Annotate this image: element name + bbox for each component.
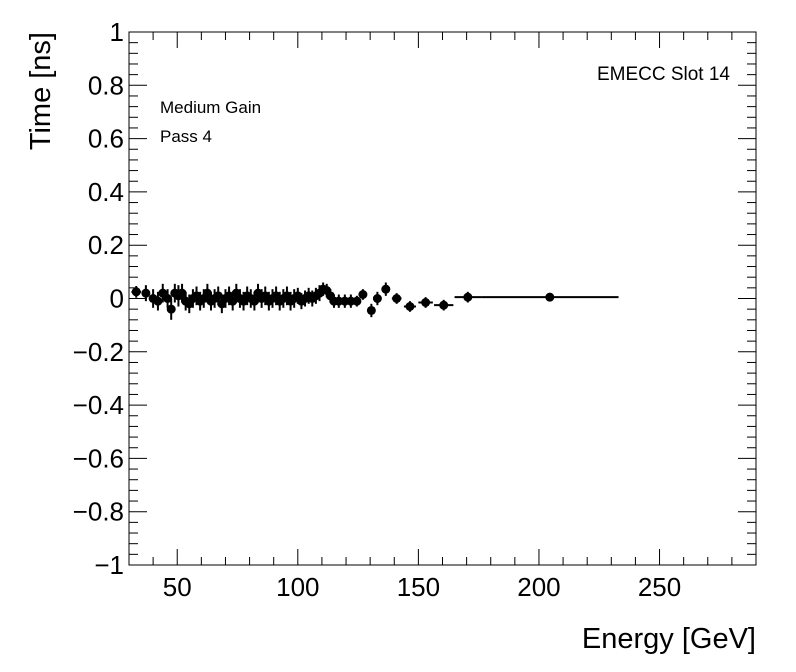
y-tick-label: −0.8 xyxy=(73,497,124,527)
point-marker xyxy=(421,297,431,307)
data-point xyxy=(358,289,368,300)
y-tick-label: 0.4 xyxy=(88,177,124,207)
data-point xyxy=(434,299,454,311)
point-marker xyxy=(366,305,376,315)
x-axis-label: Energy [GeV] xyxy=(582,623,756,655)
axis-ticks xyxy=(128,31,757,566)
y-axis-label: Time [ns] xyxy=(25,32,57,150)
y-tick-label: −0.4 xyxy=(73,390,124,420)
point-marker xyxy=(352,296,362,306)
point-marker xyxy=(131,287,141,297)
point-marker xyxy=(372,294,382,303)
x-tick-label: 50 xyxy=(163,572,192,602)
point-marker xyxy=(213,291,223,301)
data-point xyxy=(381,282,391,296)
data-point xyxy=(131,285,142,298)
data-point xyxy=(352,295,362,307)
x-tick-label: 100 xyxy=(276,572,319,602)
slot-annotation: EMECC Slot 14 xyxy=(597,64,730,85)
point-marker xyxy=(358,290,368,300)
point-marker xyxy=(141,288,151,298)
y-tick-label: 0.8 xyxy=(88,70,124,100)
point-marker xyxy=(545,292,555,302)
y-tick-label: 0.2 xyxy=(88,230,124,260)
data-point xyxy=(366,303,376,318)
gain-annotation: Medium Gain xyxy=(160,98,261,117)
data-point xyxy=(166,298,176,320)
y-tick-label: 0 xyxy=(110,284,124,314)
point-marker xyxy=(463,292,473,302)
y-tick-labels: −1 −0.8 −0.6 −0.4 −0.2 0 0.2 0.4 0.6 0.8 1 xyxy=(73,17,124,580)
data-point xyxy=(202,283,212,303)
point-marker xyxy=(228,296,238,306)
point-marker xyxy=(177,288,187,298)
point-marker xyxy=(249,296,259,306)
point-marker xyxy=(439,300,449,310)
point-marker xyxy=(153,296,163,306)
y-tick-label: −0.6 xyxy=(73,443,124,473)
pass-annotation: Pass 4 xyxy=(160,127,212,146)
x-tick-label: 200 xyxy=(517,572,560,602)
data-point xyxy=(163,289,173,308)
y-tick-label: −1 xyxy=(94,550,124,580)
data-points xyxy=(131,282,619,320)
point-marker xyxy=(405,301,415,311)
data-point xyxy=(403,301,416,312)
data-point xyxy=(454,291,482,303)
data-point xyxy=(141,285,151,302)
data-point xyxy=(481,292,619,302)
data-point xyxy=(391,293,402,304)
data-point xyxy=(372,291,382,306)
point-marker xyxy=(163,294,173,303)
data-point xyxy=(153,291,163,311)
data-point xyxy=(418,297,433,308)
point-marker xyxy=(166,304,176,314)
x-tick-label: 250 xyxy=(638,572,681,602)
x-tick-labels: 50 100 150 200 250 xyxy=(163,572,681,602)
point-marker xyxy=(392,294,402,303)
y-tick-label: 1 xyxy=(110,17,124,47)
y-tick-label: 0.6 xyxy=(88,124,124,154)
x-tick-label: 150 xyxy=(397,572,440,602)
y-tick-label: −0.2 xyxy=(73,337,124,367)
point-marker xyxy=(202,288,212,298)
point-marker xyxy=(381,284,391,294)
